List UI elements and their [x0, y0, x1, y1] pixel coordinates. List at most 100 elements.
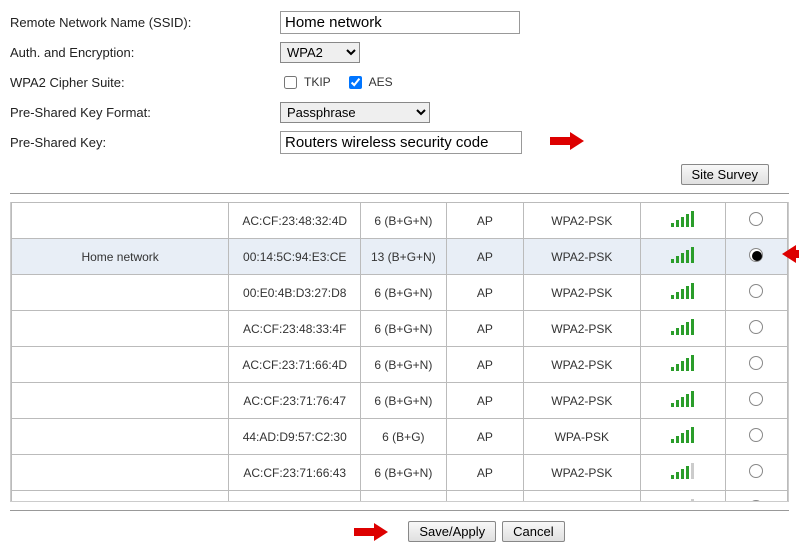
encrypt-cell: WPA2-PSK [524, 455, 640, 491]
network-name-cell [12, 347, 229, 383]
signal-strength-icon [671, 463, 694, 479]
signal-strength-icon [671, 427, 694, 443]
encrypt-cell: WPA2-PSK [524, 203, 640, 239]
network-name-cell [12, 203, 229, 239]
select-network-radio[interactable] [749, 248, 763, 262]
signal-strength-icon [671, 499, 694, 502]
bssid-cell: AC:CF:23:71:66:4D [229, 347, 361, 383]
network-table: AC:CF:23:48:32:4D6 (B+G+N)APWPA2-PSKHome… [11, 202, 788, 502]
arrow-annotation-psk-icon [550, 132, 586, 150]
encrypt-cell: WPA-PSK [524, 419, 640, 455]
channel-cell: 6 (B+G+N) [361, 455, 446, 491]
network-name-cell [12, 383, 229, 419]
encrypt-cell: WPA2-PSK [524, 491, 640, 503]
select-network-radio[interactable] [749, 464, 763, 478]
select-cell [725, 275, 787, 311]
bssid-cell: AC:CF:23:48:27:AF [229, 491, 361, 503]
type-cell: AP [446, 491, 524, 503]
arrow-annotation-row-icon [782, 245, 799, 263]
save-apply-button[interactable]: Save/Apply [408, 521, 496, 542]
divider [10, 193, 789, 194]
channel-cell: 6 (B+G+N) [361, 383, 446, 419]
signal-strength-icon [671, 319, 694, 335]
auth-label: Auth. and Encryption: [10, 45, 280, 60]
signal-strength-icon [671, 283, 694, 299]
table-row[interactable]: AC:CF:23:71:66:436 (B+G+N)APWPA2-PSK [12, 455, 788, 491]
select-cell [725, 491, 787, 503]
aes-checkbox[interactable] [349, 76, 362, 89]
encrypt-cell: WPA2-PSK [524, 275, 640, 311]
channel-cell: 6 (B+G+N) [361, 491, 446, 503]
psk-label: Pre-Shared Key: [10, 135, 280, 150]
table-row[interactable]: Home network00:14:5C:94:E3:CE13 (B+G+N)A… [12, 239, 788, 275]
bssid-cell: 00:14:5C:94:E3:CE [229, 239, 361, 275]
channel-cell: 6 (B+G+N) [361, 311, 446, 347]
pskfmt-label: Pre-Shared Key Format: [10, 105, 280, 120]
signal-strength-icon [671, 355, 694, 371]
table-row[interactable]: AC:CF:23:71:66:4D6 (B+G+N)APWPA2-PSK [12, 347, 788, 383]
tkip-checkbox[interactable] [284, 76, 297, 89]
signal-cell [640, 275, 725, 311]
ssid-label: Remote Network Name (SSID): [10, 15, 280, 30]
signal-cell [640, 455, 725, 491]
signal-cell [640, 239, 725, 275]
type-cell: AP [446, 455, 524, 491]
type-cell: AP [446, 275, 524, 311]
cancel-button[interactable]: Cancel [502, 521, 564, 542]
bssid-cell: AC:CF:23:71:76:47 [229, 383, 361, 419]
type-cell: AP [446, 419, 524, 455]
select-network-radio[interactable] [749, 428, 763, 442]
network-name-cell [12, 455, 229, 491]
select-network-radio[interactable] [749, 320, 763, 334]
select-network-radio[interactable] [749, 500, 763, 502]
auth-select[interactable]: WPA2 [280, 42, 360, 63]
select-cell [725, 239, 787, 275]
select-cell [725, 311, 787, 347]
table-row[interactable]: AC:CF:23:71:76:476 (B+G+N)APWPA2-PSK [12, 383, 788, 419]
table-row[interactable]: AC:CF:23:48:27:AF6 (B+G+N)APWPA2-PSK [12, 491, 788, 503]
network-name-cell [12, 491, 229, 503]
type-cell: AP [446, 383, 524, 419]
signal-cell [640, 347, 725, 383]
type-cell: AP [446, 311, 524, 347]
psk-input[interactable] [280, 131, 522, 154]
table-row[interactable]: 44:AD:D9:57:C2:306 (B+G)APWPA-PSK [12, 419, 788, 455]
network-name-cell [12, 275, 229, 311]
channel-cell: 6 (B+G) [361, 419, 446, 455]
type-cell: AP [446, 239, 524, 275]
bssid-cell: AC:CF:23:48:33:4F [229, 311, 361, 347]
pskfmt-select[interactable]: Passphrase [280, 102, 430, 123]
select-network-radio[interactable] [749, 392, 763, 406]
signal-cell [640, 311, 725, 347]
channel-cell: 6 (B+G+N) [361, 347, 446, 383]
bssid-cell: AC:CF:23:71:66:43 [229, 455, 361, 491]
divider [10, 510, 789, 511]
signal-cell [640, 203, 725, 239]
signal-strength-icon [671, 211, 694, 227]
select-network-radio[interactable] [749, 284, 763, 298]
select-cell [725, 419, 787, 455]
table-row[interactable]: AC:CF:23:48:33:4F6 (B+G+N)APWPA2-PSK [12, 311, 788, 347]
table-row[interactable]: 00:E0:4B:D3:27:D86 (B+G+N)APWPA2-PSK [12, 275, 788, 311]
select-network-radio[interactable] [749, 356, 763, 370]
select-network-radio[interactable] [749, 212, 763, 226]
site-survey-button[interactable]: Site Survey [681, 164, 769, 185]
encrypt-cell: WPA2-PSK [524, 311, 640, 347]
tkip-checkbox-label: TKIP [304, 75, 331, 89]
select-cell [725, 455, 787, 491]
arrow-annotation-save-icon [354, 523, 390, 541]
bssid-cell: 44:AD:D9:57:C2:30 [229, 419, 361, 455]
bssid-cell: 00:E0:4B:D3:27:D8 [229, 275, 361, 311]
aes-checkbox-label: AES [369, 75, 393, 89]
encrypt-cell: WPA2-PSK [524, 239, 640, 275]
channel-cell: 13 (B+G+N) [361, 239, 446, 275]
ssid-input[interactable] [280, 11, 520, 34]
signal-cell [640, 491, 725, 503]
signal-strength-icon [671, 247, 694, 263]
select-cell [725, 203, 787, 239]
bssid-cell: AC:CF:23:48:32:4D [229, 203, 361, 239]
network-table-scroll[interactable]: AC:CF:23:48:32:4D6 (B+G+N)APWPA2-PSKHome… [10, 202, 789, 502]
table-row[interactable]: AC:CF:23:48:32:4D6 (B+G+N)APWPA2-PSK [12, 203, 788, 239]
select-cell [725, 383, 787, 419]
signal-strength-icon [671, 391, 694, 407]
